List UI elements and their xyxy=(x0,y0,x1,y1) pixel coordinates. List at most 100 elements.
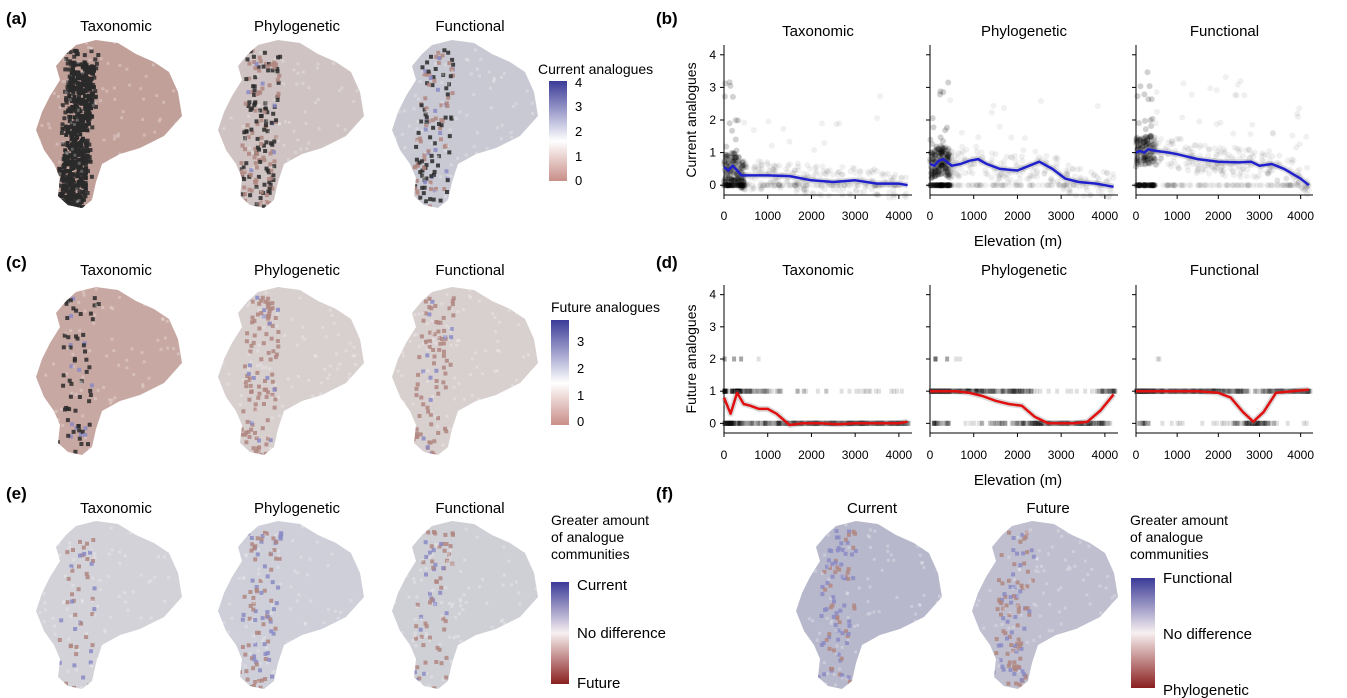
scatter-point xyxy=(789,170,796,177)
scatter-point xyxy=(1133,160,1140,167)
scatter-point xyxy=(839,171,846,178)
scatter-point xyxy=(847,182,854,189)
scatter-point xyxy=(744,388,749,394)
scatter-point xyxy=(1264,168,1271,175)
scatter-point xyxy=(1055,388,1060,394)
scatter-point xyxy=(1249,121,1256,128)
scatter-point xyxy=(1017,182,1023,189)
scatter-point xyxy=(1292,177,1299,184)
scatter-point xyxy=(750,166,757,172)
scatter-point xyxy=(940,138,946,145)
scatter-point xyxy=(1217,145,1223,151)
scatter-point xyxy=(1168,160,1175,167)
scatter-point xyxy=(1155,356,1160,362)
scatter-point xyxy=(1224,420,1229,426)
scatter-point xyxy=(1246,182,1253,189)
scatter-point xyxy=(731,177,738,183)
scatter-point xyxy=(741,186,748,193)
scatter-point xyxy=(1099,420,1104,426)
scatter-point xyxy=(937,171,944,178)
scatter-point xyxy=(938,150,945,157)
scatter-point xyxy=(1206,170,1212,177)
scatter-point xyxy=(1151,182,1158,189)
scatter-point xyxy=(738,185,745,192)
scatter-point xyxy=(739,388,744,394)
scatter-point xyxy=(1274,182,1281,189)
scatter-point xyxy=(783,177,790,184)
map-title-f-current: Current xyxy=(847,500,898,517)
scatter-point xyxy=(730,182,737,189)
scatter-point xyxy=(947,182,954,189)
scatter-point xyxy=(748,186,755,193)
scatter-point xyxy=(934,182,941,189)
scatter-point xyxy=(1000,420,1005,426)
scatter-point xyxy=(948,182,955,189)
scatter-point xyxy=(1142,138,1149,145)
scatter-point xyxy=(1213,182,1220,189)
scatter-point xyxy=(854,182,861,189)
legend-tick-label: 2 xyxy=(577,361,584,376)
scatter-point xyxy=(1145,96,1152,103)
scatter-point xyxy=(804,182,811,189)
scatter-point xyxy=(813,182,820,189)
scatter-point xyxy=(881,171,888,178)
scatter-point xyxy=(1035,420,1040,426)
scatter-point xyxy=(1245,146,1252,153)
scatter-point xyxy=(1266,164,1273,171)
scatter-point xyxy=(949,166,956,173)
scatter-point xyxy=(945,167,951,174)
scatter-point xyxy=(1135,136,1142,143)
scatter-point xyxy=(804,388,809,394)
scatter-point xyxy=(947,174,954,181)
scatter-point xyxy=(741,183,748,190)
map-title-e-functional: Functional xyxy=(435,500,504,517)
scatter-point xyxy=(725,158,732,165)
scatter-point xyxy=(725,420,730,426)
scatter-point xyxy=(726,182,733,189)
scatter-point xyxy=(947,149,954,156)
scatter-point xyxy=(982,167,989,173)
scatter-point xyxy=(771,162,777,169)
scatter-point xyxy=(1196,182,1203,189)
scatter-point xyxy=(1085,420,1090,426)
scatter-point xyxy=(1206,146,1213,153)
scatter-point xyxy=(758,420,763,426)
scatter-point xyxy=(1300,186,1307,193)
scatter-point xyxy=(1234,182,1241,189)
scatter-point xyxy=(759,184,766,191)
scatter-point xyxy=(818,192,825,199)
map-texture xyxy=(221,287,364,455)
legend-tick-label: 3 xyxy=(577,334,584,349)
scatter-point xyxy=(1257,167,1264,174)
map-title-a-taxonomic: Taxonomic xyxy=(80,18,152,35)
scatter-point xyxy=(937,182,944,189)
scatter-point xyxy=(1148,142,1155,149)
scatter-point xyxy=(1134,138,1140,145)
scatter-point xyxy=(732,356,737,362)
scatter-point xyxy=(777,185,784,191)
scatter-point xyxy=(942,127,949,134)
scatter-point xyxy=(1095,188,1102,195)
x-tick-label: 0 xyxy=(1133,209,1140,223)
scatter-point xyxy=(768,182,775,189)
scatter-point xyxy=(1212,167,1219,174)
scatter-point xyxy=(729,420,734,426)
scatter-point xyxy=(730,388,735,394)
scatter-point xyxy=(1151,155,1158,162)
scatter-point xyxy=(804,182,811,189)
scatter-point xyxy=(765,388,770,394)
scatter-point xyxy=(851,165,858,172)
scatter-point xyxy=(862,182,869,189)
scatter-point xyxy=(1203,182,1210,189)
scatter-point xyxy=(938,163,945,170)
scatter-point xyxy=(1237,78,1244,84)
scatter-point xyxy=(944,182,951,189)
scatter-point xyxy=(1152,143,1159,149)
scatter-point xyxy=(803,189,810,196)
scatter-point xyxy=(1294,182,1301,189)
scatter-point xyxy=(1201,182,1208,189)
scatter-point xyxy=(732,117,739,124)
scatter-point xyxy=(929,151,936,158)
map-title-c-phylogenetic: Phylogenetic xyxy=(254,262,340,279)
scatter-point xyxy=(767,388,772,394)
